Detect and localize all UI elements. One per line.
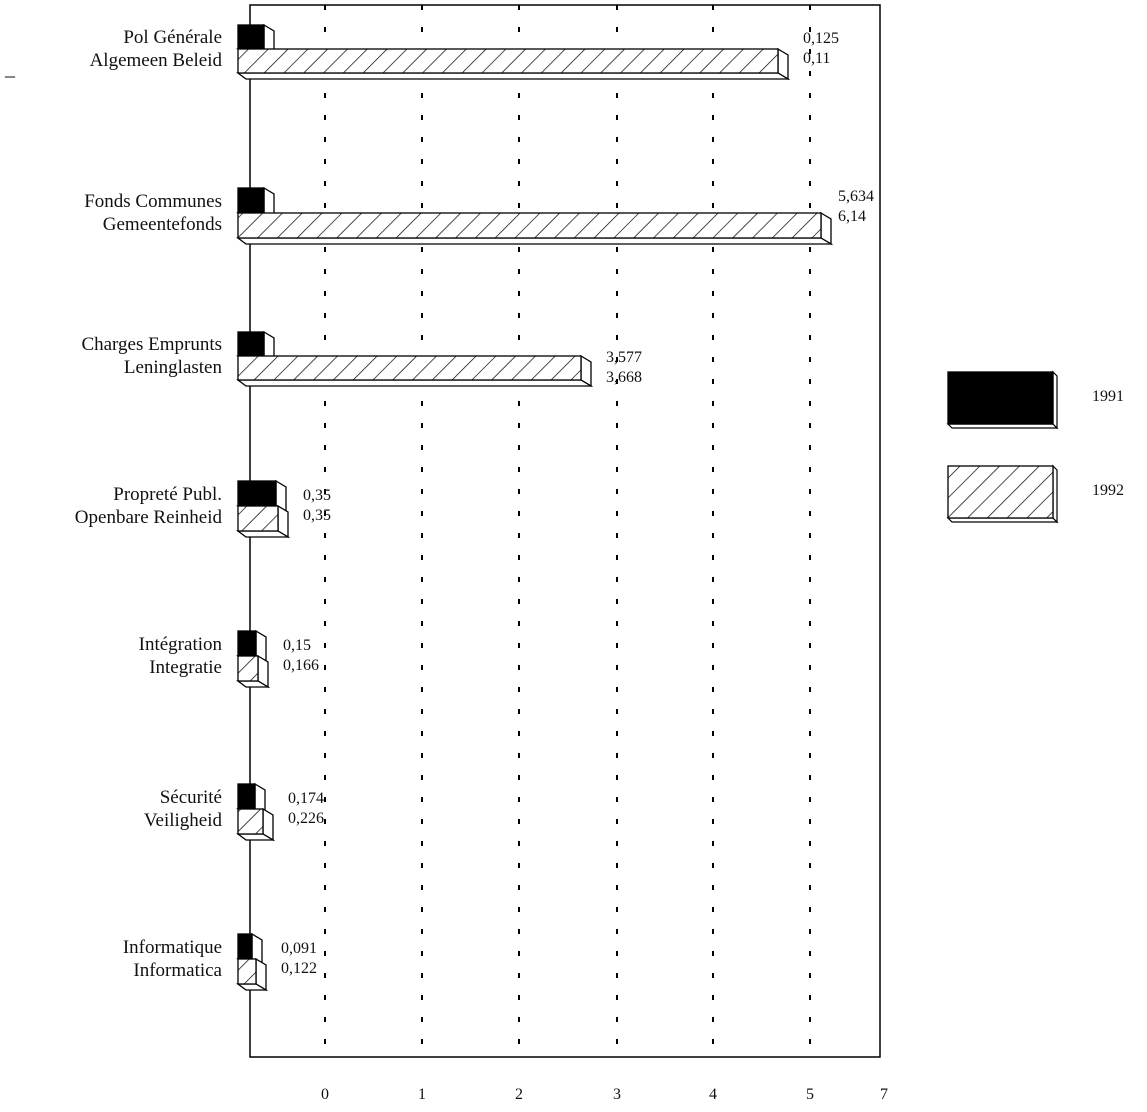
- bar-1991-front: [238, 188, 264, 213]
- legend-swatch-1992: [948, 466, 1057, 522]
- data-label-1991: 0,174: [288, 789, 324, 809]
- category-label: Fonds Communes Gemeentefonds: [84, 190, 222, 236]
- bar-1992-bottom: [238, 380, 591, 386]
- category-label-line: Veiligheid: [144, 809, 222, 832]
- bar-1992: [238, 656, 268, 687]
- category-label-line: Charges Emprunts: [81, 333, 222, 356]
- data-label-1991: 0,35: [303, 486, 331, 506]
- bar-1991-front: [238, 784, 255, 809]
- category-label-line: Informatique: [123, 936, 222, 959]
- category-label-line: Gemeentefonds: [84, 213, 222, 236]
- bar-1992-front: [238, 213, 821, 238]
- category-label: Propreté Publ. Openbare Reinheid: [75, 483, 222, 529]
- category-label-line: Algemeen Beleid: [90, 49, 222, 72]
- category-label-line: Pol Générale: [90, 26, 222, 49]
- bar-1992-front: [238, 809, 263, 834]
- category-label: Charges Emprunts Leninglasten: [81, 333, 222, 379]
- bar-1992: [238, 506, 288, 537]
- bar-1992: [238, 959, 266, 990]
- legend-swatch-1991: [948, 372, 1057, 428]
- legend-label-1992: 1992: [1092, 482, 1124, 500]
- category-label-line: Openbare Reinheid: [75, 506, 222, 529]
- bar-1992-front: [238, 506, 278, 531]
- x-tick-label: 2: [504, 1086, 534, 1104]
- grid-lines: [325, 5, 810, 1057]
- bar-1991-front: [238, 631, 256, 656]
- data-label-1992: 3,668: [606, 368, 642, 388]
- data-label-1991: 0,125: [803, 29, 839, 49]
- category-label-line: Informatica: [123, 959, 222, 982]
- data-label-1992: 0,226: [288, 809, 324, 829]
- category-label: Informatique Informatica: [123, 936, 222, 982]
- data-label-1991: 0,091: [281, 939, 317, 959]
- bar-1991-front: [238, 481, 276, 506]
- data-label-1991: 3,577: [606, 348, 642, 368]
- legend: [948, 372, 1057, 522]
- bar-1991-front: [238, 25, 264, 49]
- category-label-line: Propreté Publ.: [75, 483, 222, 506]
- legend-label-1991: 1991: [1092, 388, 1124, 406]
- bar-1992-bottom: [238, 238, 831, 244]
- x-tick-label: 3: [602, 1086, 632, 1104]
- bar-1992-front: [238, 49, 778, 73]
- data-label-1992: 0,166: [283, 656, 319, 676]
- bar-1991-front: [238, 332, 264, 356]
- data-label-1992: 6,14: [838, 207, 866, 227]
- category-label-line: Intégration: [139, 633, 222, 656]
- dash-mark: _: [5, 58, 15, 81]
- bar-1991-front: [238, 934, 252, 959]
- data-label-1992: 0,11: [803, 49, 830, 69]
- bar-1992: [238, 809, 273, 840]
- bar-1992-front: [238, 656, 258, 681]
- bar-1992-bottom: [238, 531, 288, 537]
- data-label-1992: 0,122: [281, 959, 317, 979]
- category-label-line: Integratie: [139, 656, 222, 679]
- legend-swatch-front: [948, 372, 1053, 424]
- data-label-1991: 0,15: [283, 636, 311, 656]
- x-tick-label: 0: [310, 1086, 340, 1104]
- data-label-1991: 5,634: [838, 187, 874, 207]
- data-label-1992: 0,35: [303, 506, 331, 526]
- legend-swatch-front: [948, 466, 1053, 518]
- bar-1992: [238, 356, 591, 386]
- bar-1992-front: [238, 959, 256, 984]
- plot-frame: [250, 5, 880, 1057]
- category-label: Sécurité Veiligheid: [144, 786, 222, 832]
- bar-1992-bottom: [238, 73, 788, 79]
- category-label-line: Fonds Communes: [84, 190, 222, 213]
- x-tick-label: 7: [869, 1086, 899, 1104]
- x-tick-label: 4: [698, 1086, 728, 1104]
- category-label: Pol Générale Algemeen Beleid: [90, 26, 222, 72]
- x-tick-label: 5: [795, 1086, 825, 1104]
- category-label-line: Sécurité: [144, 786, 222, 809]
- bar-1992: [238, 49, 788, 79]
- x-tick-label: 1: [407, 1086, 437, 1104]
- bar-1992: [238, 213, 831, 244]
- category-label-line: Leninglasten: [81, 356, 222, 379]
- bar-1992-front: [238, 356, 581, 380]
- category-label: Intégration Integratie: [139, 633, 222, 679]
